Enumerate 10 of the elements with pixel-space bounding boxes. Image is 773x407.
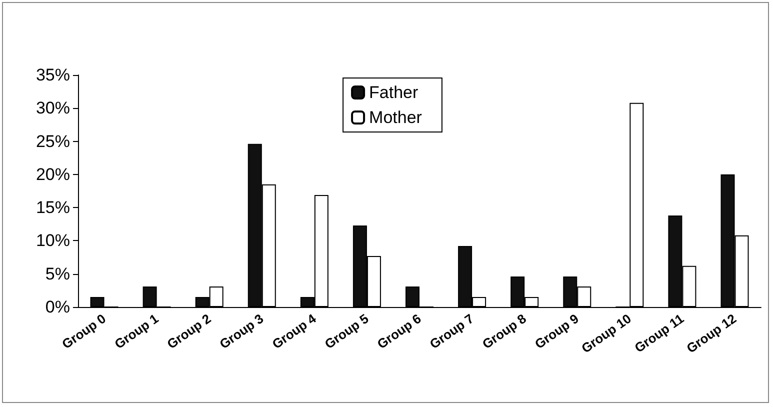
legend-label: Mother [369, 108, 422, 127]
y-tick-label: 25% [36, 132, 70, 151]
y-tick-label: 0% [45, 298, 70, 316]
y-tick-label: 35% [36, 66, 70, 84]
y-tick-label: 5% [45, 264, 70, 284]
legend-label: Father [369, 83, 419, 102]
y-tick-label: 15% [36, 198, 70, 218]
y-tick-label: 20% [36, 164, 70, 184]
y-tick-label: 30% [36, 98, 70, 118]
y-tick-label: 10% [36, 231, 70, 250]
